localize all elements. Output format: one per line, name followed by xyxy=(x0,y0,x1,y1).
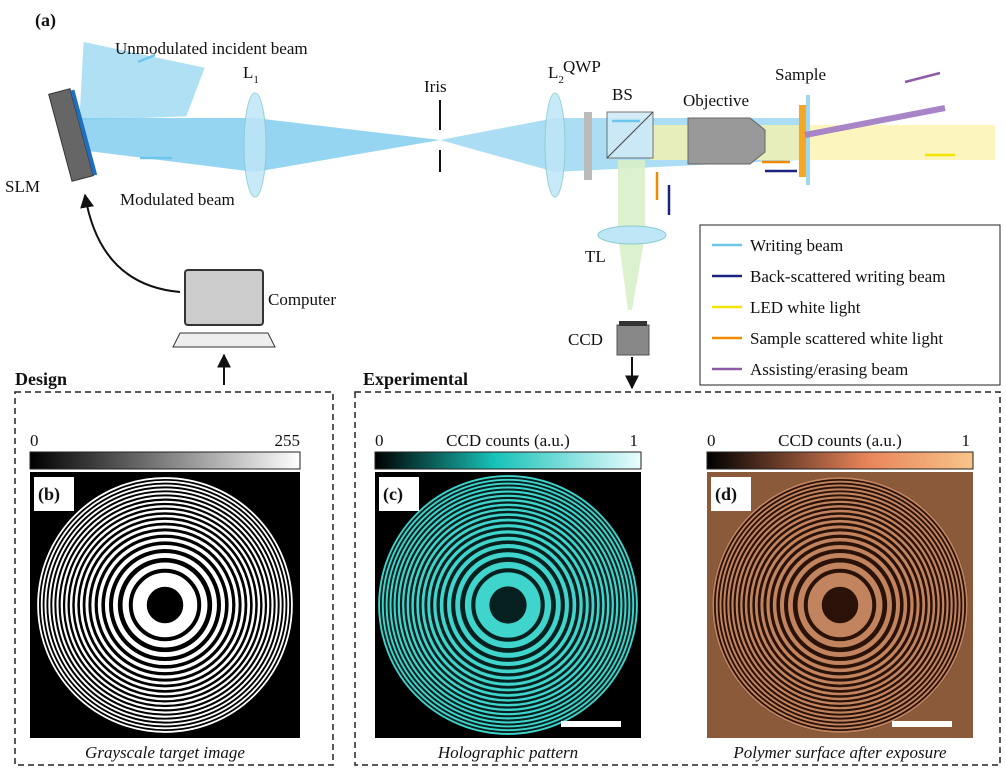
computer-screen xyxy=(185,270,263,325)
section-title: Experimental xyxy=(363,369,468,389)
panel-label: (c) xyxy=(383,484,403,505)
panel-label: (b) xyxy=(38,484,60,505)
colorbar-max: 1 xyxy=(630,431,639,450)
panel-label: (a) xyxy=(35,10,56,31)
caption: Holographic pattern xyxy=(437,743,578,762)
lens-l1 xyxy=(244,93,266,197)
legend-entry: Writing beam xyxy=(750,236,843,255)
beam-arrow xyxy=(905,73,940,82)
qwp xyxy=(584,112,592,180)
label: CCD xyxy=(568,330,603,349)
section-title: Design xyxy=(15,369,67,389)
colorbar xyxy=(30,452,300,469)
lens-tl xyxy=(598,226,666,244)
label: Objective xyxy=(683,91,749,110)
caption: Polymer surface after exposure xyxy=(732,743,947,762)
label: Modulated beam xyxy=(120,190,235,209)
legend-entry: Assisting/erasing beam xyxy=(750,360,908,379)
label: Computer xyxy=(268,290,336,309)
sample xyxy=(799,105,806,177)
colorbar-min: 0 xyxy=(707,431,716,450)
label: Unmodulated incident beam xyxy=(115,39,308,58)
sample-slide xyxy=(806,95,810,185)
colorbar xyxy=(707,452,973,469)
lens-l2 xyxy=(545,93,565,197)
legend-entry: Sample scattered white light xyxy=(750,329,943,348)
colorbar-min: 0 xyxy=(30,431,39,450)
colorbar xyxy=(375,452,641,469)
label: QWP xyxy=(563,57,601,76)
arrow xyxy=(85,195,180,292)
label: L2 xyxy=(548,63,564,86)
scale-bar xyxy=(561,721,621,727)
legend-entry: Back-scattered writing beam xyxy=(750,267,945,286)
ccd-top xyxy=(619,321,647,326)
label: L xyxy=(548,63,558,82)
label: L1 xyxy=(243,63,259,86)
label: Sample xyxy=(775,65,826,84)
colorbar-title: CCD counts (a.u.) xyxy=(778,431,902,450)
colorbar-title: CCD counts (a.u.) xyxy=(446,431,570,450)
colorbar-min: 0 xyxy=(375,431,384,450)
label: L xyxy=(243,63,253,82)
label: Iris xyxy=(424,77,447,96)
objective xyxy=(688,118,765,164)
legend: Writing beam Back-scattered writing beam L… xyxy=(700,225,1000,385)
subscript: 1 xyxy=(253,74,259,86)
colorbar-max: 1 xyxy=(962,431,971,450)
colorbar-max: 255 xyxy=(275,431,301,450)
keyboard xyxy=(173,333,275,347)
ccd xyxy=(617,325,649,355)
label: SLM xyxy=(5,177,40,196)
scale-bar xyxy=(892,721,952,727)
figure: (a) Unmodulated incident beam L1 Iris L2… xyxy=(0,0,1006,771)
legend-entry: LED white light xyxy=(750,298,861,317)
caption: Grayscale target image xyxy=(85,743,245,762)
label: BS xyxy=(612,85,633,104)
label: TL xyxy=(585,247,606,266)
panel-label: (d) xyxy=(715,484,737,505)
